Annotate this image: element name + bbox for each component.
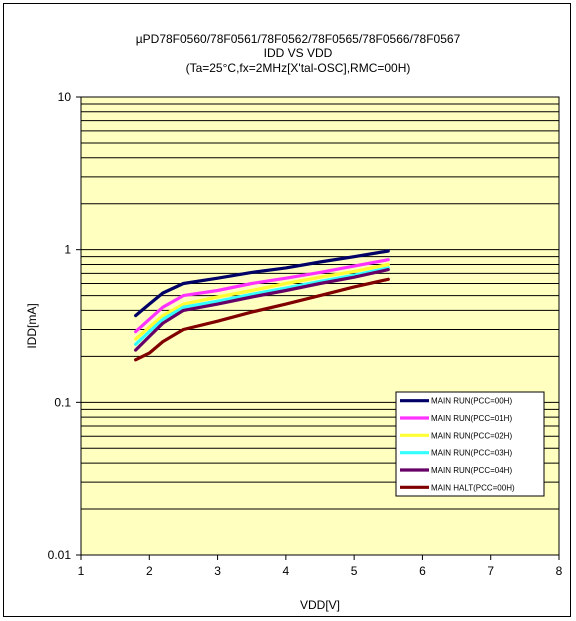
x-tick-label: 1 <box>78 564 85 578</box>
x-axis-ticks: 1 2 3 4 5 6 7 8 <box>78 555 563 578</box>
x-axis-label: VDD[V] <box>300 598 340 612</box>
series-line <box>134 249 390 318</box>
legend: MAIN RUN(PCC=00H) MAIN RUN(PCC=01H) MAIN R… <box>395 391 545 497</box>
y-tick-label: 0.1 <box>54 395 71 409</box>
y-tick-label: 0.01 <box>48 548 72 562</box>
x-tick-label: 3 <box>214 564 221 578</box>
y-axis-ticks: 0.01 0.1 1 10 <box>48 90 81 562</box>
x-tick-label: 4 <box>283 564 290 578</box>
y-tick-label: 1 <box>64 243 71 257</box>
x-tick-label: 6 <box>419 564 426 578</box>
x-tick-label: 8 <box>556 564 563 578</box>
series-line <box>134 266 390 346</box>
legend-label: MAIN RUN(PCC=01H) <box>431 414 512 423</box>
chart-title-line-1: µPD78F0560/78F0561/78F0562/78F0565/78F05… <box>136 32 461 46</box>
series-line <box>134 277 390 362</box>
chart-title: µPD78F0560/78F0561/78F0562/78F0565/78F05… <box>136 32 461 75</box>
x-tick-label: 5 <box>351 564 358 578</box>
legend-label: MAIN RUN(PCC=04H) <box>431 466 512 475</box>
legend-label: MAIN RUN(PCC=03H) <box>431 449 512 458</box>
series-line <box>134 258 390 334</box>
chart-title-line-2: IDD VS VDD <box>264 46 333 60</box>
x-tick-label: 2 <box>146 564 153 578</box>
y-axis-label: IDD[mA] <box>25 303 39 348</box>
series-line <box>134 268 390 352</box>
series-line <box>134 262 390 341</box>
x-tick-label: 7 <box>487 564 494 578</box>
y-tick-label: 10 <box>58 90 72 104</box>
chart-title-line-3: (Ta=25°C,fx=2MHz[X'tal-OSC],RMC=00H) <box>186 61 411 75</box>
legend-label: MAIN HALT(PCC=00H) <box>431 483 515 492</box>
legend-label: MAIN RUN(PCC=02H) <box>431 431 512 440</box>
legend-box <box>395 391 545 497</box>
data-series <box>134 249 390 362</box>
legend-label: MAIN RUN(PCC=00H) <box>431 397 512 406</box>
